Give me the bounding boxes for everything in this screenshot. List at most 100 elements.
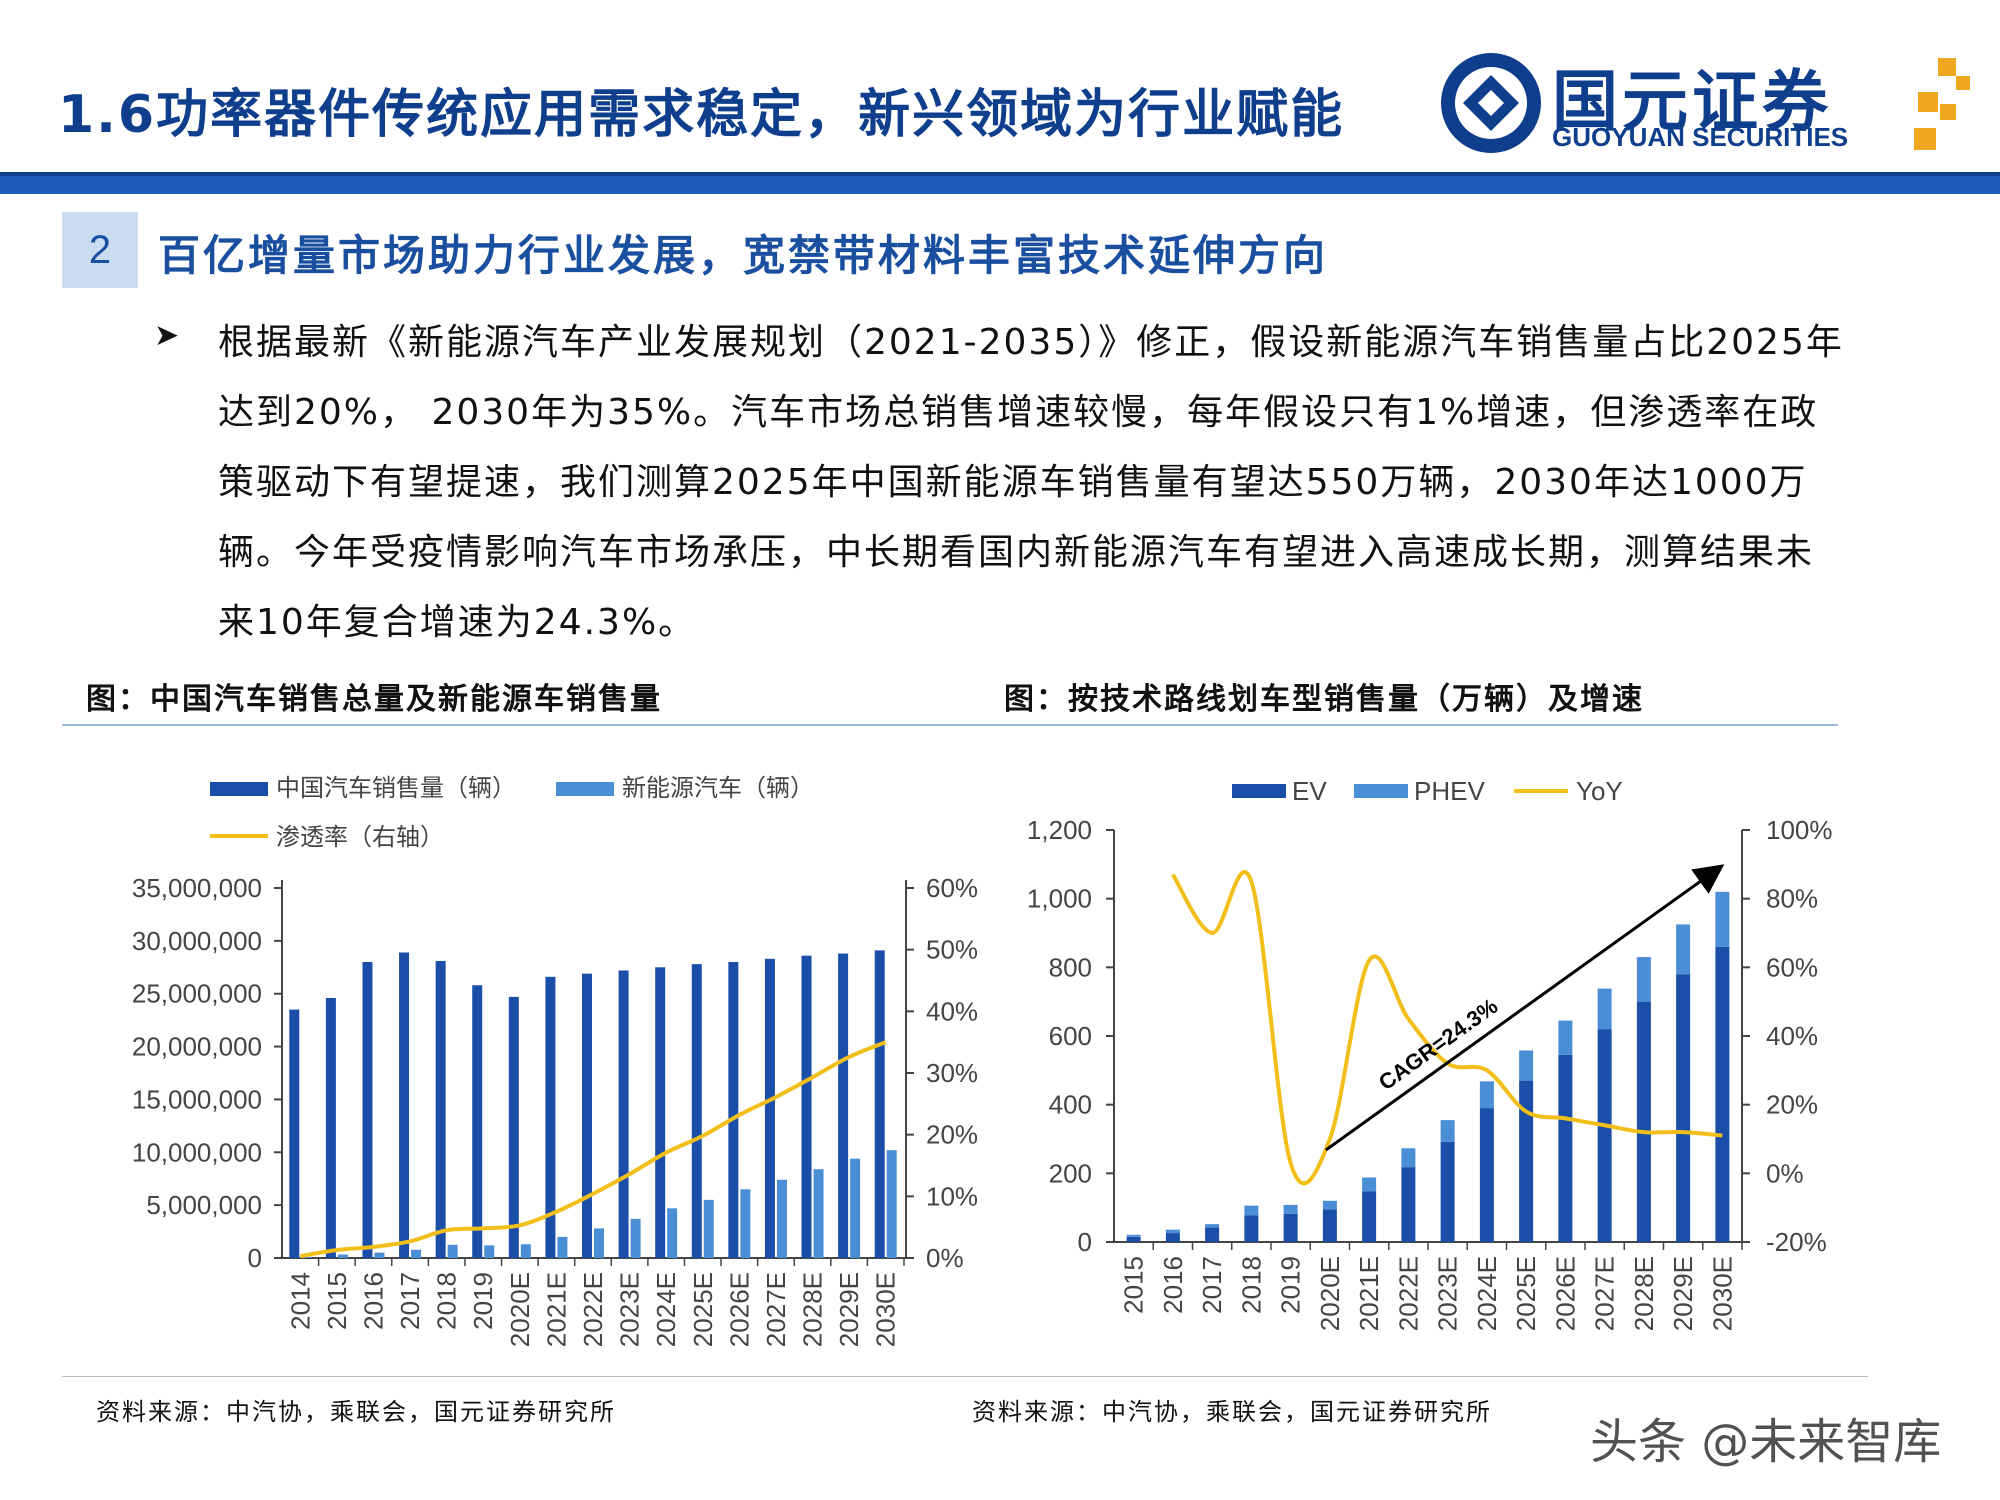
bar-ev-2023E <box>1440 1141 1455 1242</box>
company-logo: 国元证券 GUOYUAN SECURITIES <box>1438 48 1978 158</box>
x-tick-label: 2017 <box>1197 1256 1227 1314</box>
bar-total-2025E <box>691 964 702 1258</box>
arrow-bullet-icon: ➤ <box>154 318 180 353</box>
bar-ev-2019 <box>1283 1213 1298 1242</box>
right-tick-label: 0% <box>1766 1158 1804 1188</box>
left-tick-label: 30,000,000 <box>132 926 262 956</box>
section-title: 百亿增量市场助力行业发展，宽禁带材料丰富技术延伸方向 <box>158 231 1329 280</box>
bar-total-2029E <box>838 953 849 1258</box>
bar-phev-2017 <box>1205 1224 1220 1228</box>
left-tick-label: 0 <box>248 1243 262 1273</box>
bar-phev-2015 <box>1126 1234 1141 1237</box>
bar-ev-2021E <box>1362 1191 1377 1242</box>
bar-total-2028E <box>801 955 812 1258</box>
left-tick-label: 15,000,000 <box>132 1084 262 1114</box>
bar-ev-2025E <box>1519 1080 1534 1242</box>
left-tick-label: 1,200 <box>1027 815 1092 845</box>
bar-nev-2014 <box>301 1257 312 1258</box>
right-tick-label: -20% <box>1766 1227 1827 1257</box>
bar-total-2024E <box>655 967 666 1258</box>
x-tick-label: 2025E <box>1511 1256 1541 1331</box>
x-tick-label: 2027E <box>1590 1256 1620 1331</box>
right-tick-label: 0% <box>926 1243 964 1273</box>
right-tick-label: 40% <box>926 996 978 1026</box>
x-tick-label: 2029E <box>834 1272 864 1347</box>
x-tick-label: 2022E <box>1393 1256 1423 1331</box>
bar-phev-2027E <box>1597 988 1612 1030</box>
x-tick-label: 2024E <box>1472 1256 1502 1331</box>
bar-total-2017 <box>399 952 410 1258</box>
cagr-arrow <box>1325 864 1725 1152</box>
bar-phev-2029E <box>1676 924 1691 975</box>
x-tick-label: 2023E <box>615 1272 645 1347</box>
legend-label-2: 渗透率（右轴） <box>276 824 444 851</box>
header-divider <box>0 176 2000 194</box>
legend-swatch-1 <box>556 782 614 796</box>
x-tick-label: 2024E <box>651 1272 681 1347</box>
x-tick-label: 2015 <box>322 1272 352 1330</box>
bar-phev-2018 <box>1244 1205 1259 1216</box>
bar-nev-2018 <box>447 1244 458 1258</box>
x-tick-label: 2027E <box>761 1272 791 1347</box>
legend-label-phev: PHEV <box>1414 776 1485 806</box>
bar-nev-2020E <box>520 1244 531 1258</box>
x-tick-label: 2015 <box>1119 1256 1149 1314</box>
right-figure-source: 资料来源：中汽协，乘联会，国元证券研究所 <box>972 1398 1492 1426</box>
bar-nev-2022E <box>594 1228 604 1258</box>
right-tick-label: 60% <box>1766 952 1818 982</box>
x-tick-label: 2026E <box>1550 1256 1580 1331</box>
x-tick-label: 2020E <box>1315 1256 1345 1331</box>
logo-mark-icon <box>1441 53 1541 153</box>
cagr-label: CAGR=24.3% <box>1374 993 1502 1095</box>
bar-total-2023E <box>618 970 629 1258</box>
left-tick-label: 35,000,000 <box>132 873 262 903</box>
logo-text-en: GUOYUAN SECURITIES <box>1552 122 1849 152</box>
x-tick-label: 2028E <box>1629 1256 1659 1331</box>
logo-squares-icon <box>1914 58 1970 150</box>
bar-nev-2027E <box>776 1179 787 1258</box>
bar-nev-2028E <box>813 1169 824 1258</box>
bar-total-2021E <box>545 976 556 1258</box>
right-tick-label: 20% <box>926 1120 978 1150</box>
penetration-rate-line <box>299 1040 887 1259</box>
bar-nev-2015 <box>337 1254 348 1258</box>
left-figure-title: 图：中国汽车销售总量及新能源车销售量 <box>86 682 662 717</box>
left-tick-label: 5,000,000 <box>146 1190 262 1220</box>
bar-total-2016 <box>362 962 373 1258</box>
bar-total-2014 <box>289 1009 300 1258</box>
yoy-line <box>1171 870 1723 1186</box>
figure-title-rule <box>62 724 1838 726</box>
bar-ev-2030E <box>1715 946 1730 1242</box>
x-tick-label: 2018 <box>1236 1256 1266 1314</box>
legend-swatch-0 <box>210 782 268 796</box>
logo-text-cn: 国元证券 <box>1552 63 1832 140</box>
x-tick-label: 2021E <box>541 1272 571 1347</box>
x-tick-label: 2028E <box>798 1272 828 1347</box>
x-tick-label: 2022E <box>578 1272 608 1347</box>
x-tick-label: 2020E <box>505 1272 535 1347</box>
x-tick-label: 2018 <box>432 1272 462 1330</box>
legend-label-ev: EV <box>1292 776 1327 806</box>
right-tick-label: 100% <box>1766 815 1833 845</box>
bar-phev-2024E <box>1479 1081 1494 1109</box>
right-tick-label: 30% <box>926 1058 978 1088</box>
right-tick-label: 40% <box>1766 1021 1818 1051</box>
x-tick-label: 2019 <box>468 1272 498 1330</box>
bar-nev-2026E <box>740 1189 751 1258</box>
legend-label-yoy: YoY <box>1576 776 1623 806</box>
bar-ev-2024E <box>1479 1108 1494 1242</box>
right-tick-label: 60% <box>926 873 978 903</box>
bar-ev-2018 <box>1244 1215 1259 1242</box>
x-tick-label: 2026E <box>724 1272 754 1347</box>
legend-label-0: 中国汽车销售量（辆） <box>276 775 516 802</box>
x-tick-label: 2014 <box>285 1272 315 1330</box>
bar-ev-2028E <box>1636 1001 1651 1242</box>
bar-phev-2016 <box>1165 1229 1180 1234</box>
left-tick-label: 10,000,000 <box>132 1137 262 1167</box>
bar-nev-2030E <box>886 1150 897 1258</box>
bar-phev-2028E <box>1636 957 1651 1002</box>
right-tick-label: 50% <box>926 935 978 965</box>
left-figure-source: 资料来源：中汽协，乘联会，国元证券研究所 <box>96 1398 616 1426</box>
bar-total-2027E <box>764 958 775 1258</box>
bar-phev-2020E <box>1322 1200 1337 1210</box>
